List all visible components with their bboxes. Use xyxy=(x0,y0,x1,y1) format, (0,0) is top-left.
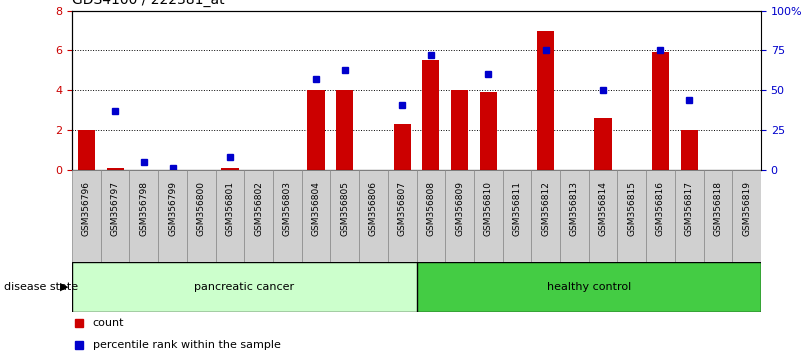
Bar xyxy=(187,170,215,262)
Text: GSM356803: GSM356803 xyxy=(283,181,292,236)
Bar xyxy=(618,170,646,262)
Bar xyxy=(78,130,95,170)
Text: GSM356799: GSM356799 xyxy=(168,181,177,236)
Bar xyxy=(417,170,445,262)
Text: GDS4100 / 222381_at: GDS4100 / 222381_at xyxy=(72,0,225,7)
Bar xyxy=(72,262,417,312)
Bar xyxy=(503,170,531,262)
Bar xyxy=(302,170,330,262)
Text: GSM356810: GSM356810 xyxy=(484,181,493,236)
Text: GSM356798: GSM356798 xyxy=(139,181,148,236)
Bar xyxy=(422,61,440,170)
Text: GSM356813: GSM356813 xyxy=(570,181,579,236)
Bar xyxy=(537,30,554,170)
Text: ▶: ▶ xyxy=(59,282,68,292)
Bar xyxy=(244,170,273,262)
Bar xyxy=(474,170,503,262)
Text: percentile rank within the sample: percentile rank within the sample xyxy=(93,339,280,350)
Bar xyxy=(273,170,302,262)
Text: disease state: disease state xyxy=(4,282,78,292)
Bar xyxy=(107,168,123,170)
Text: pancreatic cancer: pancreatic cancer xyxy=(194,282,294,292)
Bar xyxy=(417,262,761,312)
Text: GSM356809: GSM356809 xyxy=(455,181,464,236)
Text: GSM356816: GSM356816 xyxy=(656,181,665,236)
Text: GSM356808: GSM356808 xyxy=(426,181,436,236)
Text: GSM356815: GSM356815 xyxy=(627,181,636,236)
Bar xyxy=(388,170,417,262)
Text: GSM356806: GSM356806 xyxy=(369,181,378,236)
Text: GSM356796: GSM356796 xyxy=(82,181,91,236)
Bar xyxy=(308,90,324,170)
Text: count: count xyxy=(93,318,124,329)
Text: GSM356805: GSM356805 xyxy=(340,181,349,236)
Text: GSM356807: GSM356807 xyxy=(397,181,407,236)
Bar xyxy=(681,130,698,170)
Text: GSM356797: GSM356797 xyxy=(111,181,119,236)
Bar xyxy=(703,170,732,262)
Bar xyxy=(101,170,130,262)
Bar xyxy=(215,170,244,262)
Bar xyxy=(531,170,560,262)
Text: healthy control: healthy control xyxy=(546,282,631,292)
Bar xyxy=(336,90,353,170)
Bar xyxy=(359,170,388,262)
Bar xyxy=(652,52,669,170)
Text: GSM356814: GSM356814 xyxy=(598,181,608,236)
Text: GSM356801: GSM356801 xyxy=(225,181,235,236)
Bar xyxy=(646,170,674,262)
Text: GSM356811: GSM356811 xyxy=(513,181,521,236)
Bar xyxy=(560,170,589,262)
Bar xyxy=(445,170,474,262)
Bar xyxy=(221,168,239,170)
Text: GSM356819: GSM356819 xyxy=(742,181,751,236)
Bar xyxy=(732,170,761,262)
Bar xyxy=(589,170,618,262)
Bar xyxy=(451,90,468,170)
Bar xyxy=(158,170,187,262)
Text: GSM356804: GSM356804 xyxy=(312,181,320,236)
Bar xyxy=(72,170,101,262)
Text: GSM356818: GSM356818 xyxy=(714,181,723,236)
Bar xyxy=(674,170,703,262)
Bar xyxy=(393,124,411,170)
Bar xyxy=(130,170,158,262)
Text: GSM356812: GSM356812 xyxy=(541,181,550,236)
Text: GSM356802: GSM356802 xyxy=(254,181,264,236)
Bar xyxy=(594,118,612,170)
Bar xyxy=(330,170,359,262)
Bar xyxy=(480,92,497,170)
Text: GSM356800: GSM356800 xyxy=(197,181,206,236)
Text: GSM356817: GSM356817 xyxy=(685,181,694,236)
